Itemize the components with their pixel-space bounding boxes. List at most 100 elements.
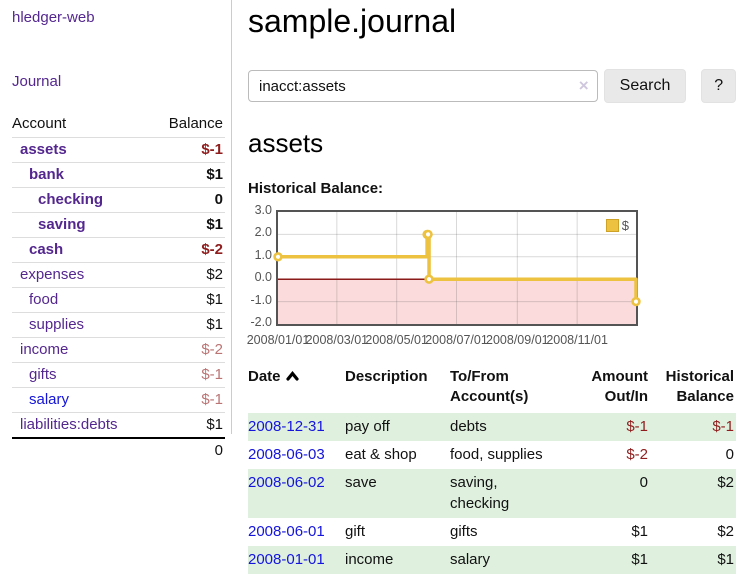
account-link[interactable]: salary: [29, 391, 70, 408]
transaction-amount: $-2: [626, 446, 648, 463]
account-cell: supplies: [12, 312, 152, 338]
app-brand-link[interactable]: hledger-web: [12, 9, 95, 26]
transaction-date-link[interactable]: 2008-12-31: [248, 418, 325, 435]
transaction-balance: $1: [717, 551, 734, 568]
account-cell: expenses: [12, 262, 152, 288]
transaction-accounts: gifts: [450, 523, 478, 540]
x-axis-tick-label: 2008/05/01: [365, 333, 428, 347]
transaction-date-link[interactable]: 2008-06-02: [248, 474, 325, 491]
chart-title: Historical Balance:: [248, 180, 384, 197]
account-balance: $-1: [151, 362, 225, 388]
transaction-accounts: saving, checking: [450, 474, 510, 512]
y-axis-tick-label: 3.0: [254, 203, 272, 217]
transaction-amount: $1: [631, 551, 648, 568]
account-row: saving $1: [12, 212, 225, 238]
y-axis-tick-label: 0.0: [254, 270, 272, 285]
transaction-date-link[interactable]: 2008-01-01: [248, 551, 325, 568]
transaction-date: 2008-12-31: [248, 413, 345, 441]
account-row: supplies $1: [12, 312, 225, 338]
column-header-description: Description: [345, 365, 450, 413]
search-button[interactable]: Search: [603, 69, 687, 103]
transaction-description: gift: [345, 523, 366, 540]
transaction-description: pay off: [345, 418, 390, 435]
account-link[interactable]: cash: [29, 241, 64, 258]
account-link[interactable]: supplies: [29, 316, 85, 333]
transaction-date-link[interactable]: 2008-06-03: [248, 446, 325, 463]
column-header-balance-line2: Balance: [676, 388, 734, 405]
x-axis-tick-label: 2008/01/01: [246, 333, 310, 347]
account-balance: 0: [151, 187, 225, 213]
account-link[interactable]: assets: [20, 141, 67, 158]
column-header-balance: Historical Balance: [650, 365, 736, 413]
transaction-description: save: [345, 474, 377, 491]
column-header-amount-line2: Out/In: [604, 388, 648, 405]
account-cell: liabilities:debts: [12, 412, 152, 438]
sidebar-journal-link[interactable]: Journal: [12, 73, 62, 90]
account-row: liabilities:debts $1: [12, 412, 225, 438]
sort-asc-icon: [285, 367, 299, 387]
register-row: 2008-12-31 pay off debts $-1 $-1: [248, 413, 736, 441]
clear-search-icon[interactable]: ×: [578, 76, 589, 95]
chart-canvas: [273, 212, 641, 324]
accounts-total-row: 0: [12, 437, 225, 463]
transaction-description: income: [345, 551, 394, 568]
transaction-accounts: food, supplies: [450, 446, 543, 463]
account-link[interactable]: bank: [29, 166, 65, 183]
transaction-date-link[interactable]: 2008-06-01: [248, 523, 325, 540]
transaction-date: 2008-06-01: [248, 518, 345, 546]
transaction-amount: $1: [631, 523, 648, 540]
column-header-date[interactable]: Date: [248, 365, 345, 413]
account-link[interactable]: expenses: [20, 266, 85, 283]
account-cell: bank: [12, 162, 152, 188]
transaction-accounts: debts: [450, 418, 487, 435]
account-link[interactable]: checking: [38, 191, 104, 208]
column-header-accounts: To/From Account(s): [450, 365, 560, 413]
accounts-table: Account Balance assets $-1 bank $1 checking 0…: [12, 111, 225, 463]
account-cell: food: [12, 287, 152, 313]
account-balance: $1: [151, 162, 225, 188]
column-header-date-label: Date: [248, 368, 281, 385]
account-link[interactable]: gifts: [29, 366, 57, 383]
account-row: checking 0: [12, 187, 225, 213]
account-balance: $2: [151, 262, 225, 288]
account-balance: $-1: [201, 141, 223, 158]
column-header-description-label: Description: [345, 368, 428, 385]
transaction-balance: $2: [717, 523, 734, 540]
account-heading: assets: [248, 128, 324, 158]
column-header-amount: Amount Out/In: [560, 365, 650, 413]
account-cell: assets: [12, 138, 152, 163]
account-row: expenses $2: [12, 262, 225, 288]
register-row: 2008-06-01 gift gifts $1 $2: [248, 518, 736, 546]
account-link[interactable]: liabilities:debts: [20, 416, 118, 433]
help-button[interactable]: ?: [701, 69, 736, 103]
column-header-accounts-line2: Account(s): [450, 388, 529, 405]
accounts-header-balance: Balance: [151, 111, 225, 138]
main-content: sample.journal × Search ? assets Histori…: [247, 0, 736, 574]
register-table: Date Description To/From Account(s) Amou…: [248, 365, 736, 574]
transaction-description: eat & shop: [345, 446, 417, 463]
x-axis-tick-label: 2008/11/01: [546, 333, 608, 347]
account-link[interactable]: income: [20, 341, 69, 358]
transaction-date: 2008-06-03: [248, 441, 345, 469]
transaction-date: 2008-01-01: [248, 546, 345, 574]
x-axis-tick-label: 2008/07/01: [425, 333, 488, 347]
register-header-row: Date Description To/From Account(s) Amou…: [248, 365, 736, 413]
transaction-amount: $-1: [626, 418, 648, 435]
register-row: 2008-06-02 save saving, checking 0 $2: [248, 469, 736, 518]
transaction-balance: $-1: [712, 418, 734, 435]
search-input[interactable]: [248, 70, 598, 102]
account-balance: $1: [151, 287, 225, 313]
chart-plot-area: $: [273, 210, 641, 326]
x-axis-tick-label: 2008/09/01: [486, 333, 549, 347]
transaction-balance: 0: [725, 446, 734, 463]
account-balance: $1: [151, 312, 225, 338]
transaction-balance: $2: [717, 474, 734, 491]
page-title: sample.journal: [248, 3, 457, 39]
y-axis-tick-label: 1.0: [254, 247, 272, 262]
account-cell: saving: [12, 212, 152, 238]
account-balance: $-2: [151, 337, 225, 363]
account-link[interactable]: food: [29, 291, 59, 308]
account-link[interactable]: saving: [38, 216, 86, 233]
legend-swatch-icon: [605, 219, 619, 232]
y-axis-tick-label: -2.0: [250, 315, 272, 329]
